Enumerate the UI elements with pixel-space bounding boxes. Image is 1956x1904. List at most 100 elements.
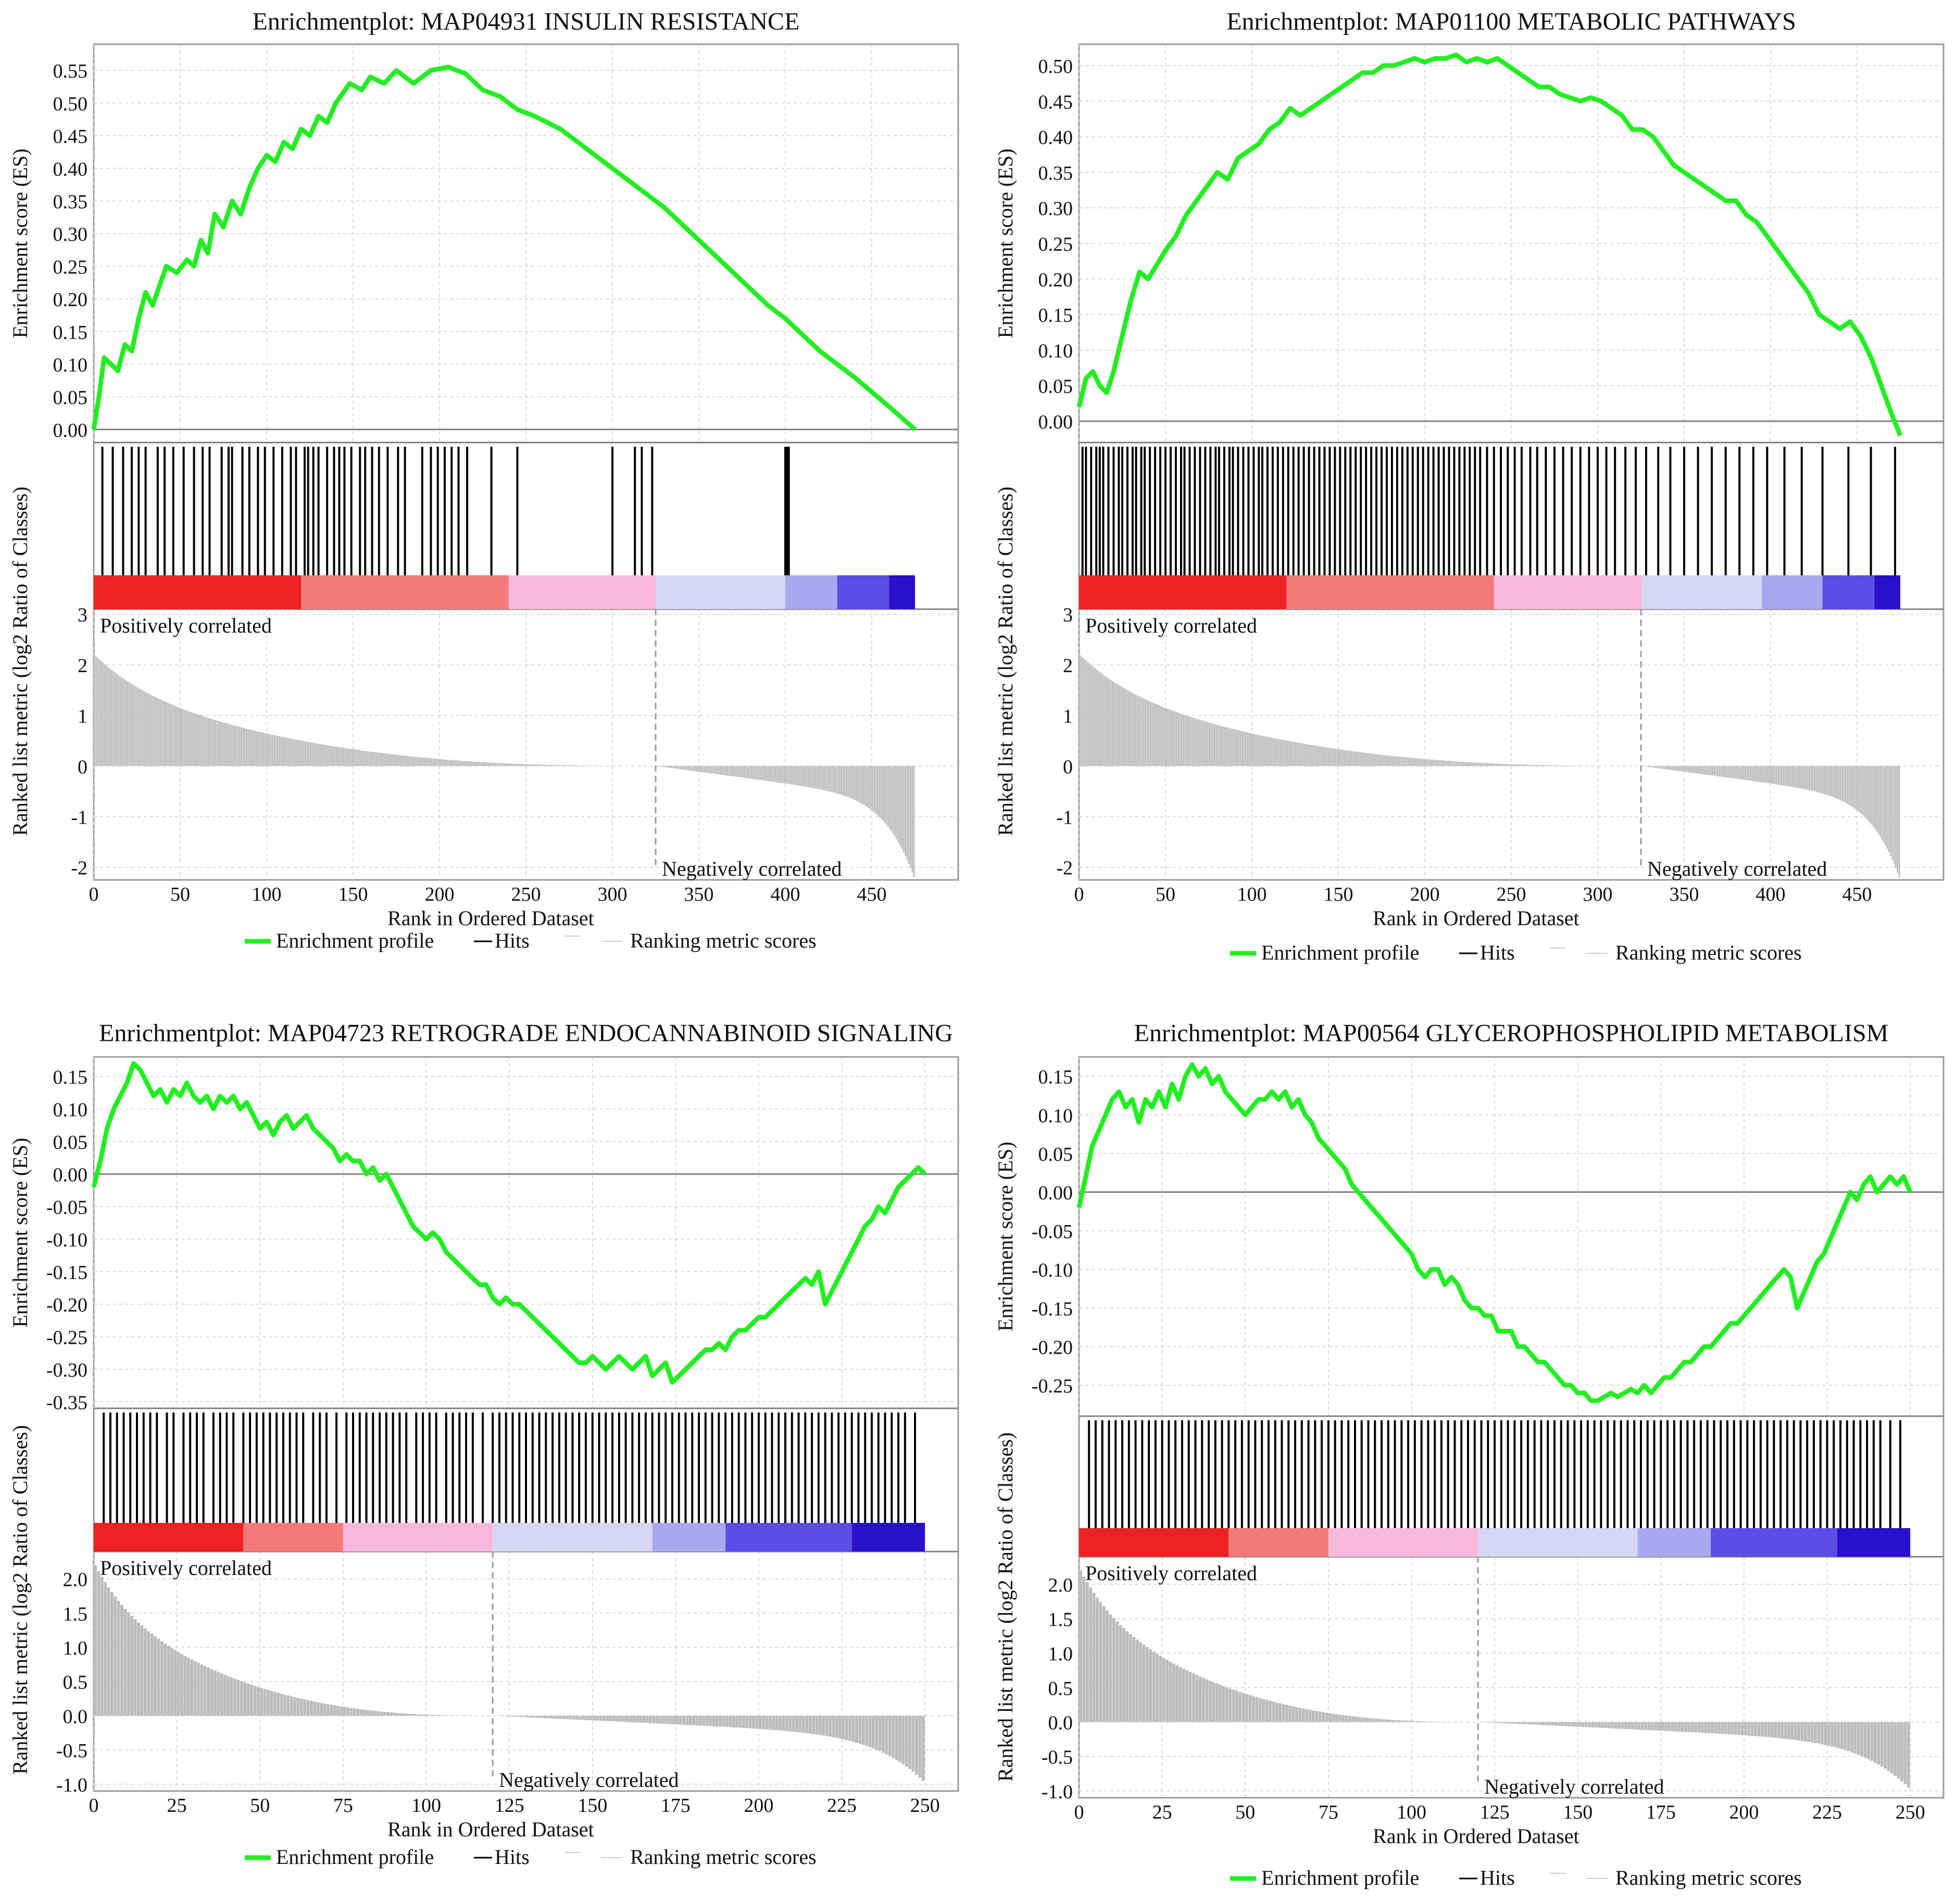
metric-bar	[107, 1587, 110, 1716]
metric-bar	[271, 735, 273, 766]
metric-bar	[365, 751, 367, 766]
metric-bar	[406, 1713, 410, 1716]
metric-bar	[1198, 1676, 1202, 1722]
metric-bar	[220, 722, 222, 766]
metric-bar	[1508, 1722, 1511, 1724]
metric-bar	[858, 766, 860, 802]
metric-bar	[173, 705, 175, 766]
metric-bar	[848, 1716, 852, 1741]
metric-bar	[1464, 762, 1466, 766]
metric-bar	[1903, 1722, 1907, 1785]
metric-bar	[244, 728, 246, 766]
metric-bar	[1212, 1682, 1215, 1722]
metric-bar	[1143, 698, 1145, 766]
metric-bar	[292, 739, 294, 766]
metric-bar	[1707, 766, 1708, 775]
metric-bar	[686, 766, 688, 771]
x-tick-label: 175	[661, 1795, 691, 1817]
metric-bar	[353, 749, 355, 766]
metric-bar	[1898, 766, 1900, 878]
metric-bar	[1209, 1681, 1212, 1722]
band-segment	[1762, 575, 1823, 609]
metric-bar	[349, 1708, 353, 1716]
metric-bar	[1430, 759, 1432, 766]
metric-bar	[1834, 766, 1836, 798]
metric-bar	[1817, 766, 1819, 792]
metric-bar	[1336, 749, 1338, 766]
metric-bar	[1132, 1636, 1136, 1722]
metric-bar	[700, 766, 703, 772]
metric-bar	[1231, 728, 1233, 766]
metric-bar	[579, 1716, 583, 1720]
metric-bar	[1492, 763, 1494, 766]
metric-bar	[1149, 1649, 1152, 1722]
metric-bar	[1677, 1722, 1681, 1732]
metric-bar	[1757, 766, 1759, 782]
metric-bar	[1495, 1722, 1498, 1723]
metric-bar	[465, 761, 467, 766]
metric-bar	[1428, 759, 1430, 766]
metric-bar	[1290, 741, 1292, 766]
metric-bar	[323, 745, 325, 766]
metric-bar	[579, 765, 581, 766]
es-tick-label: -0.10	[46, 1229, 87, 1251]
metric-bar	[768, 766, 770, 781]
metric-bar	[221, 722, 223, 766]
es-tick-label: 0.05	[1038, 1143, 1073, 1165]
metric-bar	[1162, 707, 1164, 766]
metric-bar	[460, 761, 462, 766]
metric-bar	[1692, 766, 1695, 773]
metric-bar	[815, 1716, 819, 1735]
metric-bar	[1374, 754, 1376, 766]
metric-bar	[1758, 766, 1760, 782]
metric-bar	[745, 766, 747, 778]
metric-bar	[1556, 765, 1558, 766]
metric-bar	[754, 766, 756, 779]
metric-bar	[1526, 764, 1528, 766]
metric-bar	[685, 1716, 689, 1725]
metric-bar	[1772, 766, 1774, 784]
metric-bar	[888, 1716, 892, 1757]
metric-bar	[892, 766, 894, 834]
metric-bar	[818, 1716, 822, 1735]
metric-bar	[1131, 692, 1133, 766]
metric-bar	[1170, 710, 1172, 766]
x-tick-label: 75	[1319, 1801, 1338, 1823]
metric-bar	[469, 761, 471, 766]
metric-bar	[1566, 765, 1569, 766]
metric-bar	[217, 1672, 220, 1716]
metric-bar	[792, 1716, 795, 1732]
metric-bar	[94, 1565, 97, 1716]
metric-bar	[1790, 1722, 1794, 1740]
metric-bar	[177, 707, 179, 766]
metric-bar	[915, 1716, 918, 1775]
metric-bar	[1412, 758, 1414, 766]
metric-bar	[1841, 766, 1843, 801]
band-segment	[1228, 1528, 1328, 1557]
metric-bar	[1521, 1722, 1525, 1724]
band-segment	[1637, 1528, 1711, 1557]
metric-bar	[1523, 764, 1525, 766]
metric-bar	[1183, 714, 1185, 766]
metric-bar	[1388, 1719, 1391, 1722]
metric-bar	[1857, 1722, 1860, 1755]
metric-bar	[491, 762, 493, 766]
metric-bar	[196, 1662, 200, 1716]
band-segment	[1822, 575, 1875, 609]
metric-bar	[1449, 761, 1451, 766]
metric-bar	[1494, 763, 1496, 766]
metric-bar	[215, 720, 217, 766]
metric-bar	[239, 727, 241, 766]
metric-bar	[203, 1666, 207, 1716]
metric-bar	[1309, 745, 1311, 766]
metric-bar	[1561, 1722, 1564, 1726]
metric-bar	[277, 736, 279, 766]
plot-title: Enrichmentplot: MAP01100 METABOLIC PATHW…	[1226, 8, 1796, 35]
es-axis-label: Enrichment score (ES)	[8, 148, 32, 338]
band-segment	[656, 575, 785, 609]
metric-bar	[794, 766, 796, 785]
band-segment	[1874, 575, 1900, 609]
metric-bar	[674, 766, 676, 769]
